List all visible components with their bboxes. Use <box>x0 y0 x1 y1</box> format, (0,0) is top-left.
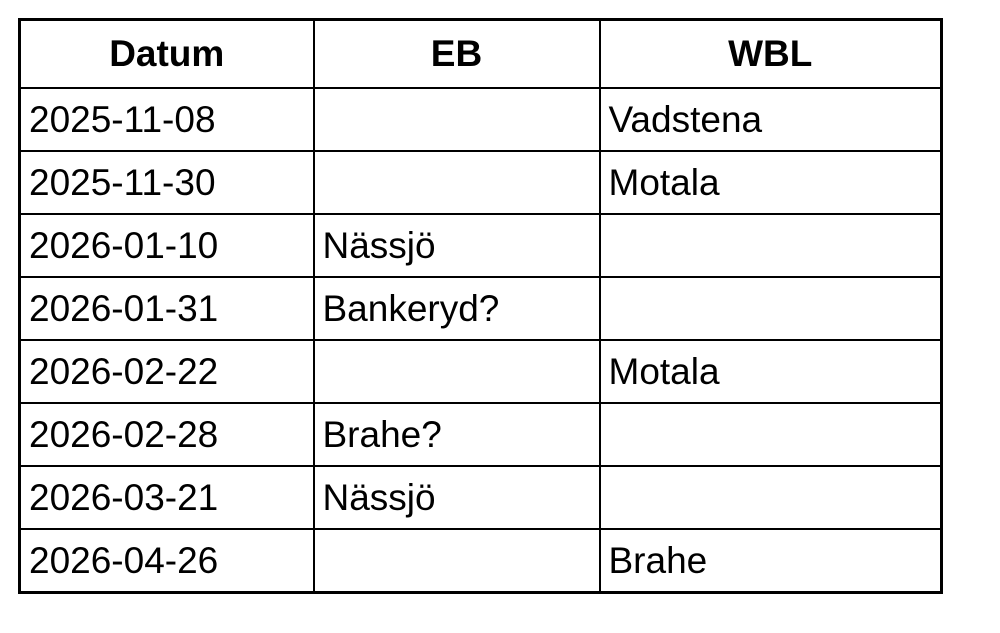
date-cell: 2026-03-21 <box>18 465 315 530</box>
wbl-cell <box>598 465 943 530</box>
date-cell: 2025-11-30 <box>18 150 315 215</box>
date-cell: 2026-01-10 <box>18 213 315 278</box>
table-row: 2026-01-31 Bankeryd? <box>18 276 943 341</box>
eb-cell <box>312 87 601 152</box>
table-row: 2025-11-30 Motala <box>18 150 943 215</box>
table-row: 2025-11-08 Vadstena <box>18 87 943 152</box>
header-datum: Datum <box>18 18 315 89</box>
wbl-cell: Brahe <box>598 528 943 594</box>
eb-cell: Brahe? <box>312 402 601 467</box>
header-eb: EB <box>312 18 601 89</box>
date-cell: 2025-11-08 <box>18 87 315 152</box>
table-row: 2026-02-28 Brahe? <box>18 402 943 467</box>
eb-cell <box>312 150 601 215</box>
header-wbl: WBL <box>598 18 943 89</box>
table-row: 2026-04-26 Brahe <box>18 528 943 594</box>
header-row: Datum EB WBL <box>18 18 943 89</box>
eb-cell: Nässjö <box>312 465 601 530</box>
date-cell: 2026-04-26 <box>18 528 315 594</box>
wbl-cell: Motala <box>598 150 943 215</box>
date-cell: 2026-02-28 <box>18 402 315 467</box>
wbl-cell: Vadstena <box>598 87 943 152</box>
table-row: 2026-01-10 Nässjö <box>18 213 943 278</box>
wbl-cell <box>598 276 943 341</box>
eb-cell <box>312 339 601 404</box>
schedule-table: Datum EB WBL 2025-11-08 Vadstena 2025-11-3… <box>18 18 943 594</box>
eb-cell: Nässjö <box>312 213 601 278</box>
wbl-cell <box>598 402 943 467</box>
table-row: 2026-03-21 Nässjö <box>18 465 943 530</box>
date-cell: 2026-02-22 <box>18 339 315 404</box>
eb-cell <box>312 528 601 594</box>
date-cell: 2026-01-31 <box>18 276 315 341</box>
wbl-cell <box>598 213 943 278</box>
wbl-cell: Motala <box>598 339 943 404</box>
eb-cell: Bankeryd? <box>312 276 601 341</box>
table-row: 2026-02-22 Motala <box>18 339 943 404</box>
